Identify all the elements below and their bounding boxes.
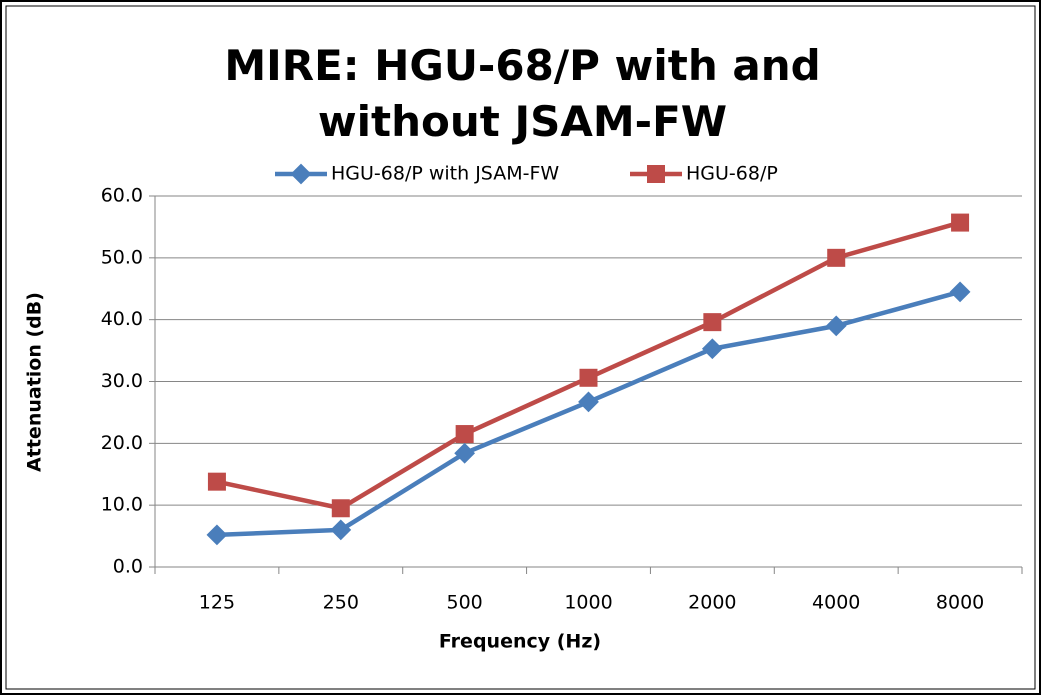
x-tick-label: 250	[323, 592, 359, 614]
marker	[825, 315, 847, 337]
series-line	[216, 220, 961, 511]
series-line	[216, 289, 961, 538]
marker	[330, 519, 352, 541]
marker	[579, 368, 598, 387]
y-tick-label: 20.0	[101, 432, 143, 454]
marker	[454, 442, 476, 464]
inner-border	[5, 5, 1036, 690]
marker	[206, 524, 228, 546]
legend-label: HGU-68/P with JSAM-FW	[331, 163, 559, 185]
marker	[290, 163, 312, 185]
marker	[703, 313, 722, 332]
y-tick-label: 50.0	[101, 246, 143, 268]
marker	[701, 338, 723, 360]
chart-title: MIRE: HGU-68/P with and without JSAM-FW	[224, 41, 821, 146]
x-tick-label: 1000	[564, 592, 612, 614]
x-tick-label: 500	[447, 592, 483, 614]
y-tick-label: 60.0	[101, 185, 143, 207]
y-tick-label: 0.0	[113, 556, 143, 578]
marker	[578, 391, 599, 413]
marker	[455, 425, 474, 444]
y-axis-label: Attenuation (dB)	[24, 292, 46, 472]
x-tick-label: 125	[199, 592, 235, 614]
marker	[331, 499, 350, 518]
marker	[207, 472, 226, 491]
marker	[647, 165, 665, 183]
y-tick-label: 40.0	[101, 308, 143, 330]
x-tick-label: 2000	[688, 592, 736, 614]
marker	[827, 248, 846, 267]
marker	[951, 213, 970, 232]
x-tick-label: 4000	[812, 592, 860, 614]
y-tick-label: 10.0	[101, 494, 143, 516]
y-tick-label: 30.0	[101, 370, 143, 392]
x-axis-label: Frequency (Hz)	[439, 631, 601, 653]
x-tick-label: 8000	[936, 592, 984, 614]
marker	[949, 281, 971, 303]
legend-label: HGU-68/P	[686, 163, 778, 185]
